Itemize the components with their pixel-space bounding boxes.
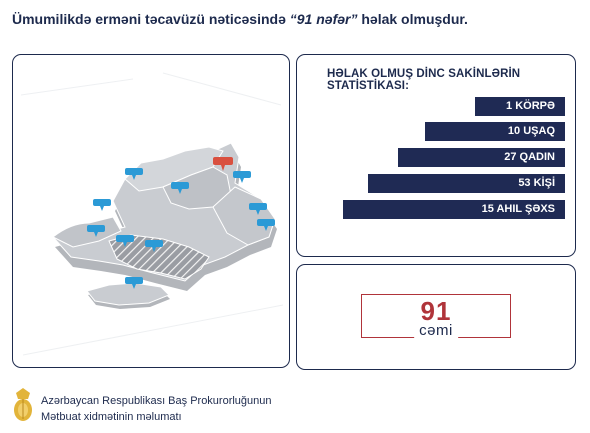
stat-bar-woman: 27 QADIN	[398, 148, 565, 167]
footer-line-1: Azərbaycan Respublikası Baş Prokurorluğu…	[41, 395, 272, 407]
map-region-north	[124, 146, 224, 192]
prosecutor-emblem-icon	[14, 388, 32, 421]
stat-bar-elderly: 15 AHIL ŞƏXS	[343, 200, 565, 219]
map-panel	[12, 54, 290, 368]
azerbaijan-map	[20, 72, 284, 356]
map-pins	[87, 168, 275, 289]
headline: Ümumilikdə erməni təcavüzü nəticəsində “…	[12, 11, 468, 27]
stats-panel: HƏLAK OLMUŞ DİNC SAKİNLƏRİN STATİSTİKASI…	[296, 54, 576, 257]
stat-bar-child: 10 UŞAQ	[425, 122, 565, 141]
headline-highlight: “91 nəfər”	[289, 11, 358, 27]
map-pin-highlight	[213, 157, 233, 171]
map-region-hatched	[108, 234, 210, 280]
map-region-exclave	[86, 282, 170, 306]
stat-bar-man: 53 KİŞİ	[368, 174, 565, 193]
headline-prefix: Ümumilikdə erməni təcavüzü nəticəsində	[12, 11, 290, 27]
total-panel: 91 cəmi	[296, 264, 576, 370]
total-label: cəmi	[414, 322, 458, 339]
map-region-west	[52, 216, 122, 248]
stats-title: HƏLAK OLMUŞ DİNC SAKİNLƏRİN STATİSTİKASI…	[327, 68, 521, 92]
total-number: 91	[420, 296, 452, 326]
footer-line-2: Mətbuat xidmətinin məlumatı	[41, 411, 182, 423]
headline-suffix: həlak olmuşdur.	[357, 11, 468, 27]
map-region-southeast	[212, 186, 276, 246]
stat-bar-infant: 1 KÖRPƏ	[475, 97, 565, 116]
footer-text: Azərbaycan Respublikası Baş Prokurorluğu…	[41, 393, 272, 425]
